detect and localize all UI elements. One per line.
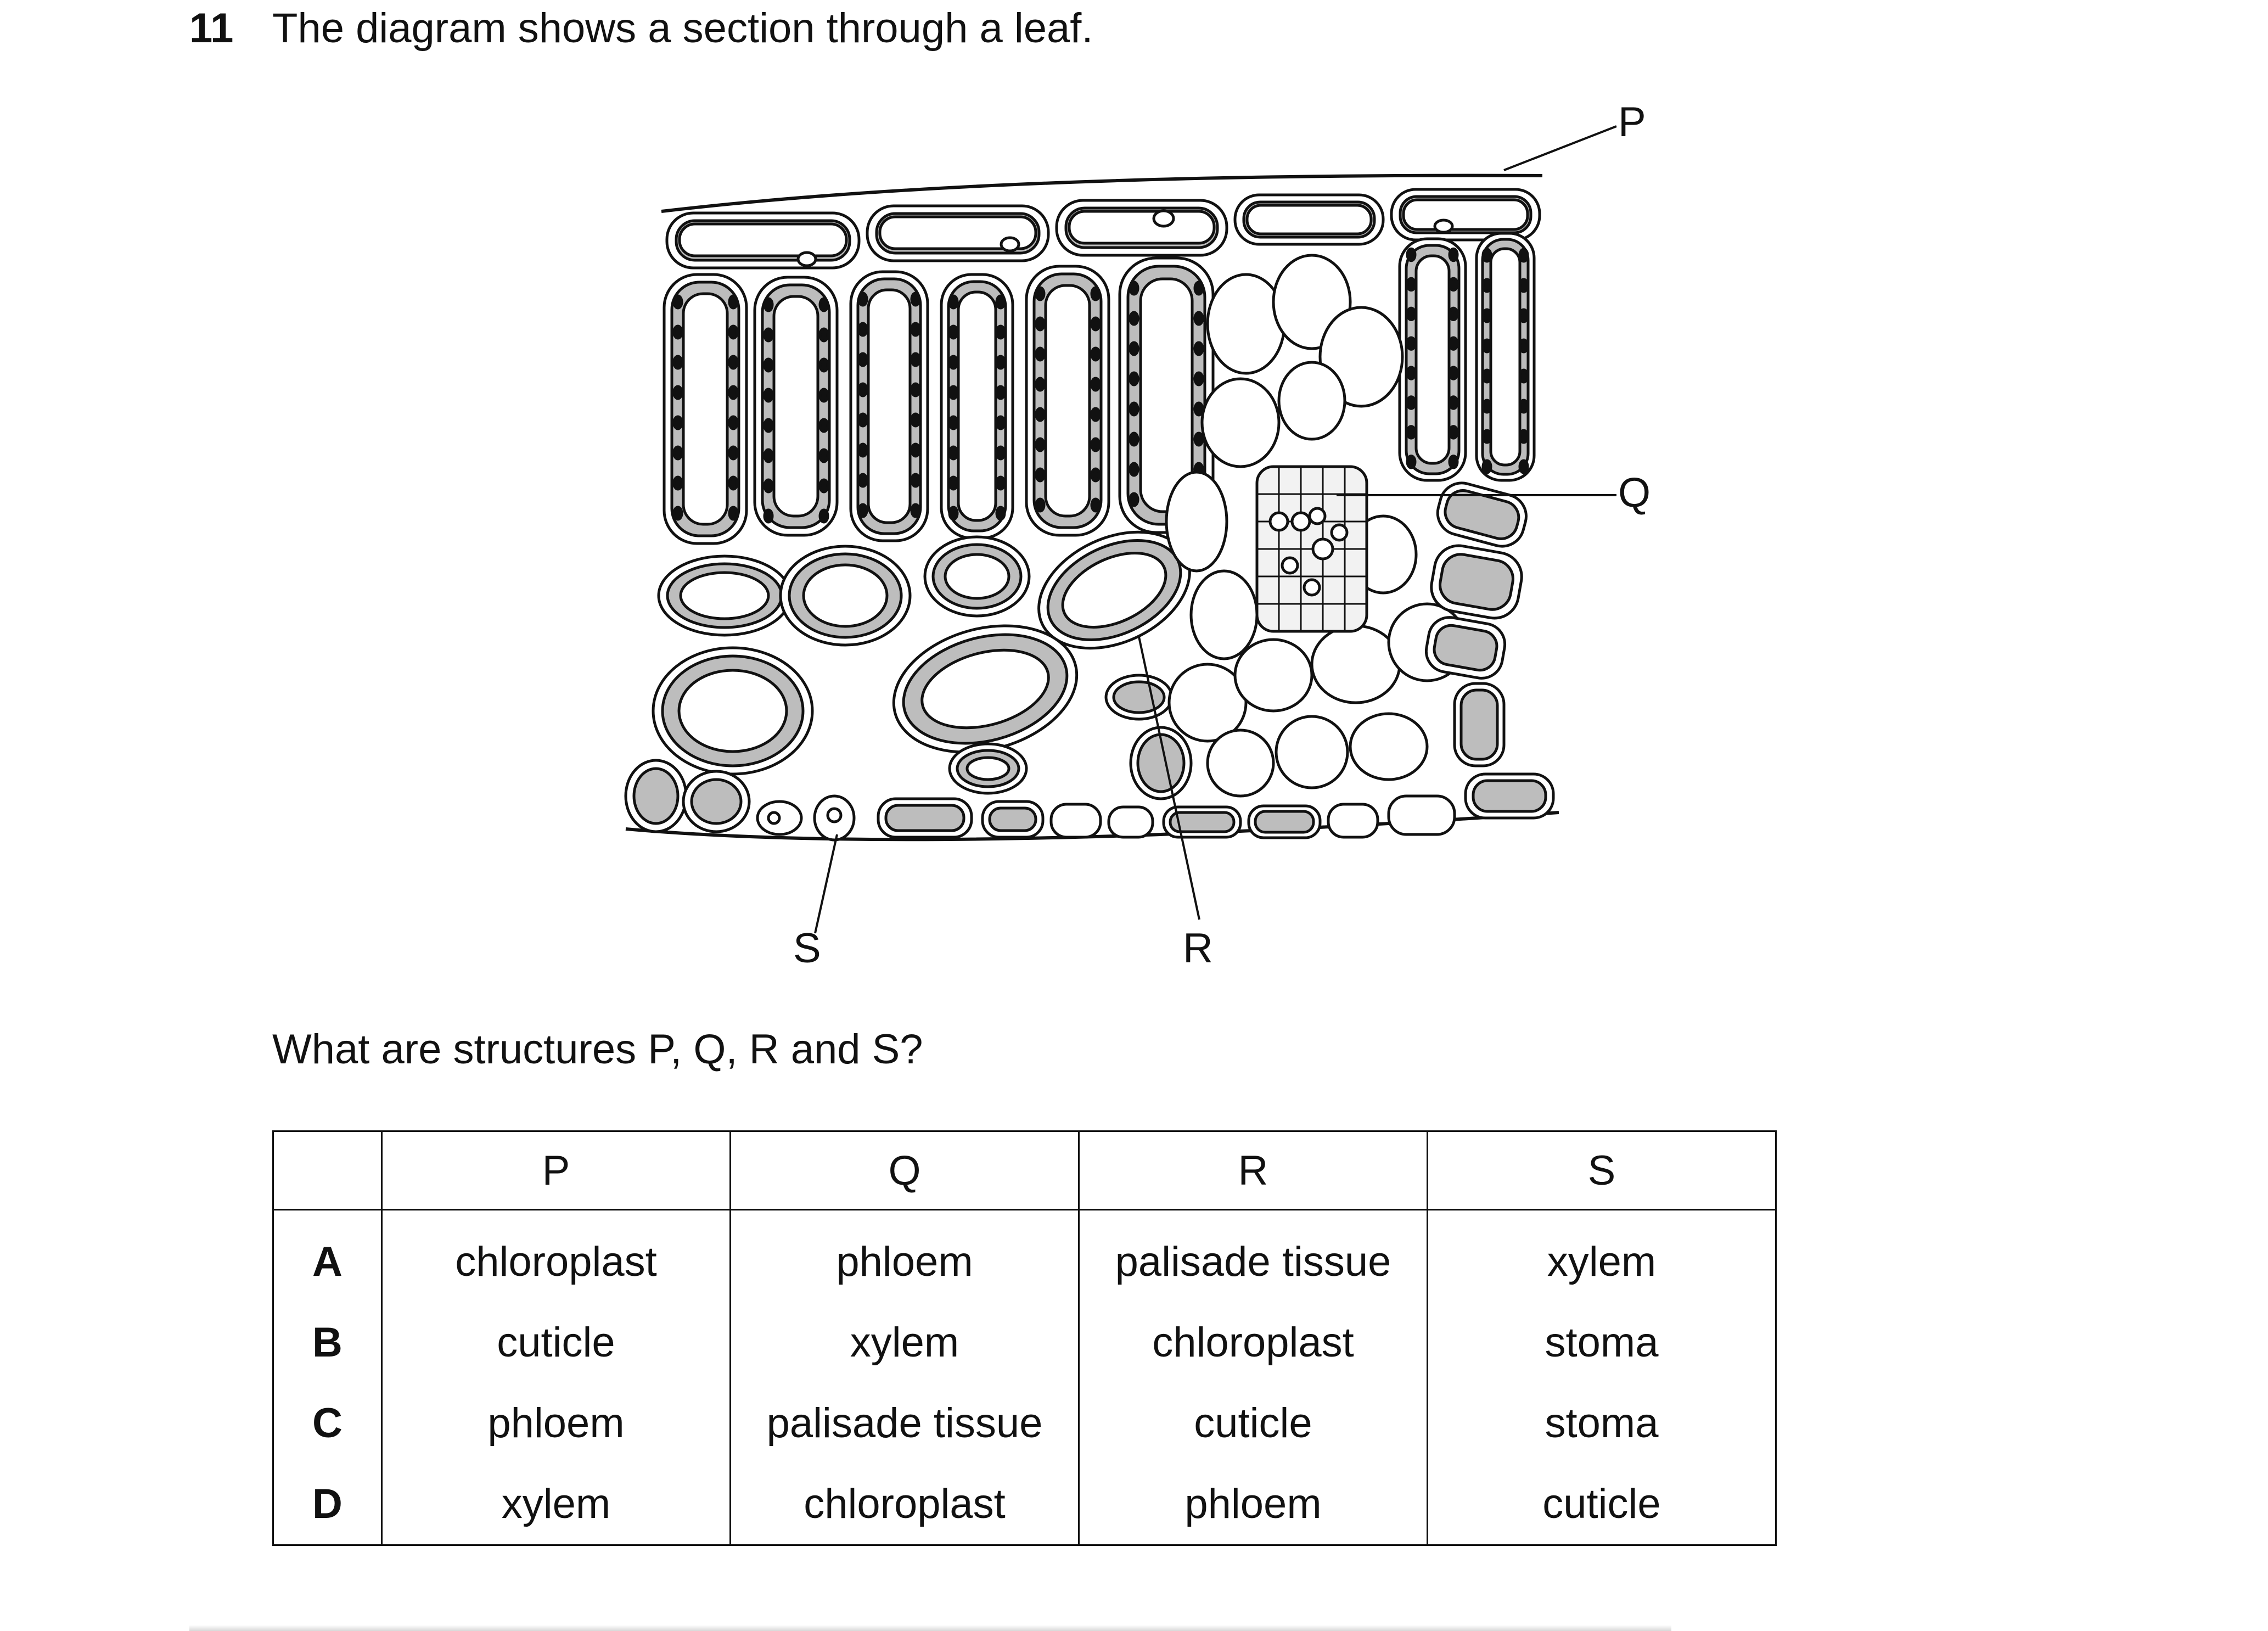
table-cell: chloroplast [1078,1302,1428,1383]
table-cell: xylem [1427,1209,1777,1302]
option-key: A [272,1209,383,1302]
leaf-section-drawing [624,125,1617,934]
table-row: B cuticle xylem chloroplast stoma [272,1302,1777,1383]
label-p: P [1618,99,1646,145]
palisade-layer [663,232,1536,545]
table-header-row: P Q R S [272,1131,1777,1210]
table-cell: stoma [1427,1383,1777,1464]
table-cell: cuticle [1427,1464,1777,1545]
lower-epidermis [624,759,1559,842]
table-header-cell: P [381,1131,731,1210]
option-key: D [272,1464,383,1545]
table-cell: chloroplast [729,1464,1080,1545]
question-number: 11 [189,5,234,52]
spongy-mesophyll [652,530,1193,800]
table-cell: phloem [381,1383,731,1464]
table-cell: palisade tissue [1078,1209,1428,1302]
table-cell: stoma [1427,1302,1777,1383]
leader-lines [814,125,1617,934]
table-row: A chloroplast phloem palisade tissue xyl… [272,1209,1777,1302]
table-header-cell: S [1427,1131,1777,1210]
table-cell: xylem [729,1302,1080,1383]
table-cell: cuticle [381,1302,731,1383]
answer-options-table: P Q R S A chloroplast phloem palisade ti… [272,1130,1777,1546]
upper-epidermis [661,173,1543,270]
label-r: R [1183,925,1213,972]
option-key: B [272,1302,383,1383]
table-cell: cuticle [1078,1383,1428,1464]
table-cell: chloroplast [381,1209,731,1302]
table-cell: phloem [1078,1464,1428,1545]
page-bottom-edge [189,1625,1671,1631]
leaf-section-diagram: P Q R S [604,93,1674,999]
table-header-cell: Q [729,1131,1080,1210]
table-row: D xylem chloroplast phloem cuticle [272,1464,1777,1545]
table-header-cell [272,1131,383,1210]
option-key: C [272,1383,383,1464]
label-q: Q [1618,469,1651,516]
table-cell: xylem [381,1464,731,1545]
label-s: S [793,925,821,972]
table-cell: phloem [729,1209,1080,1302]
table-header-cell: R [1078,1131,1428,1210]
table-cell: palisade tissue [729,1383,1080,1464]
question-text: The diagram shows a section through a le… [272,5,1093,52]
table-row: C phloem palisade tissue cuticle stoma [272,1383,1777,1464]
right-cells [1424,481,1528,767]
question-prompt: What are structures P, Q, R and S? [272,1026,923,1073]
